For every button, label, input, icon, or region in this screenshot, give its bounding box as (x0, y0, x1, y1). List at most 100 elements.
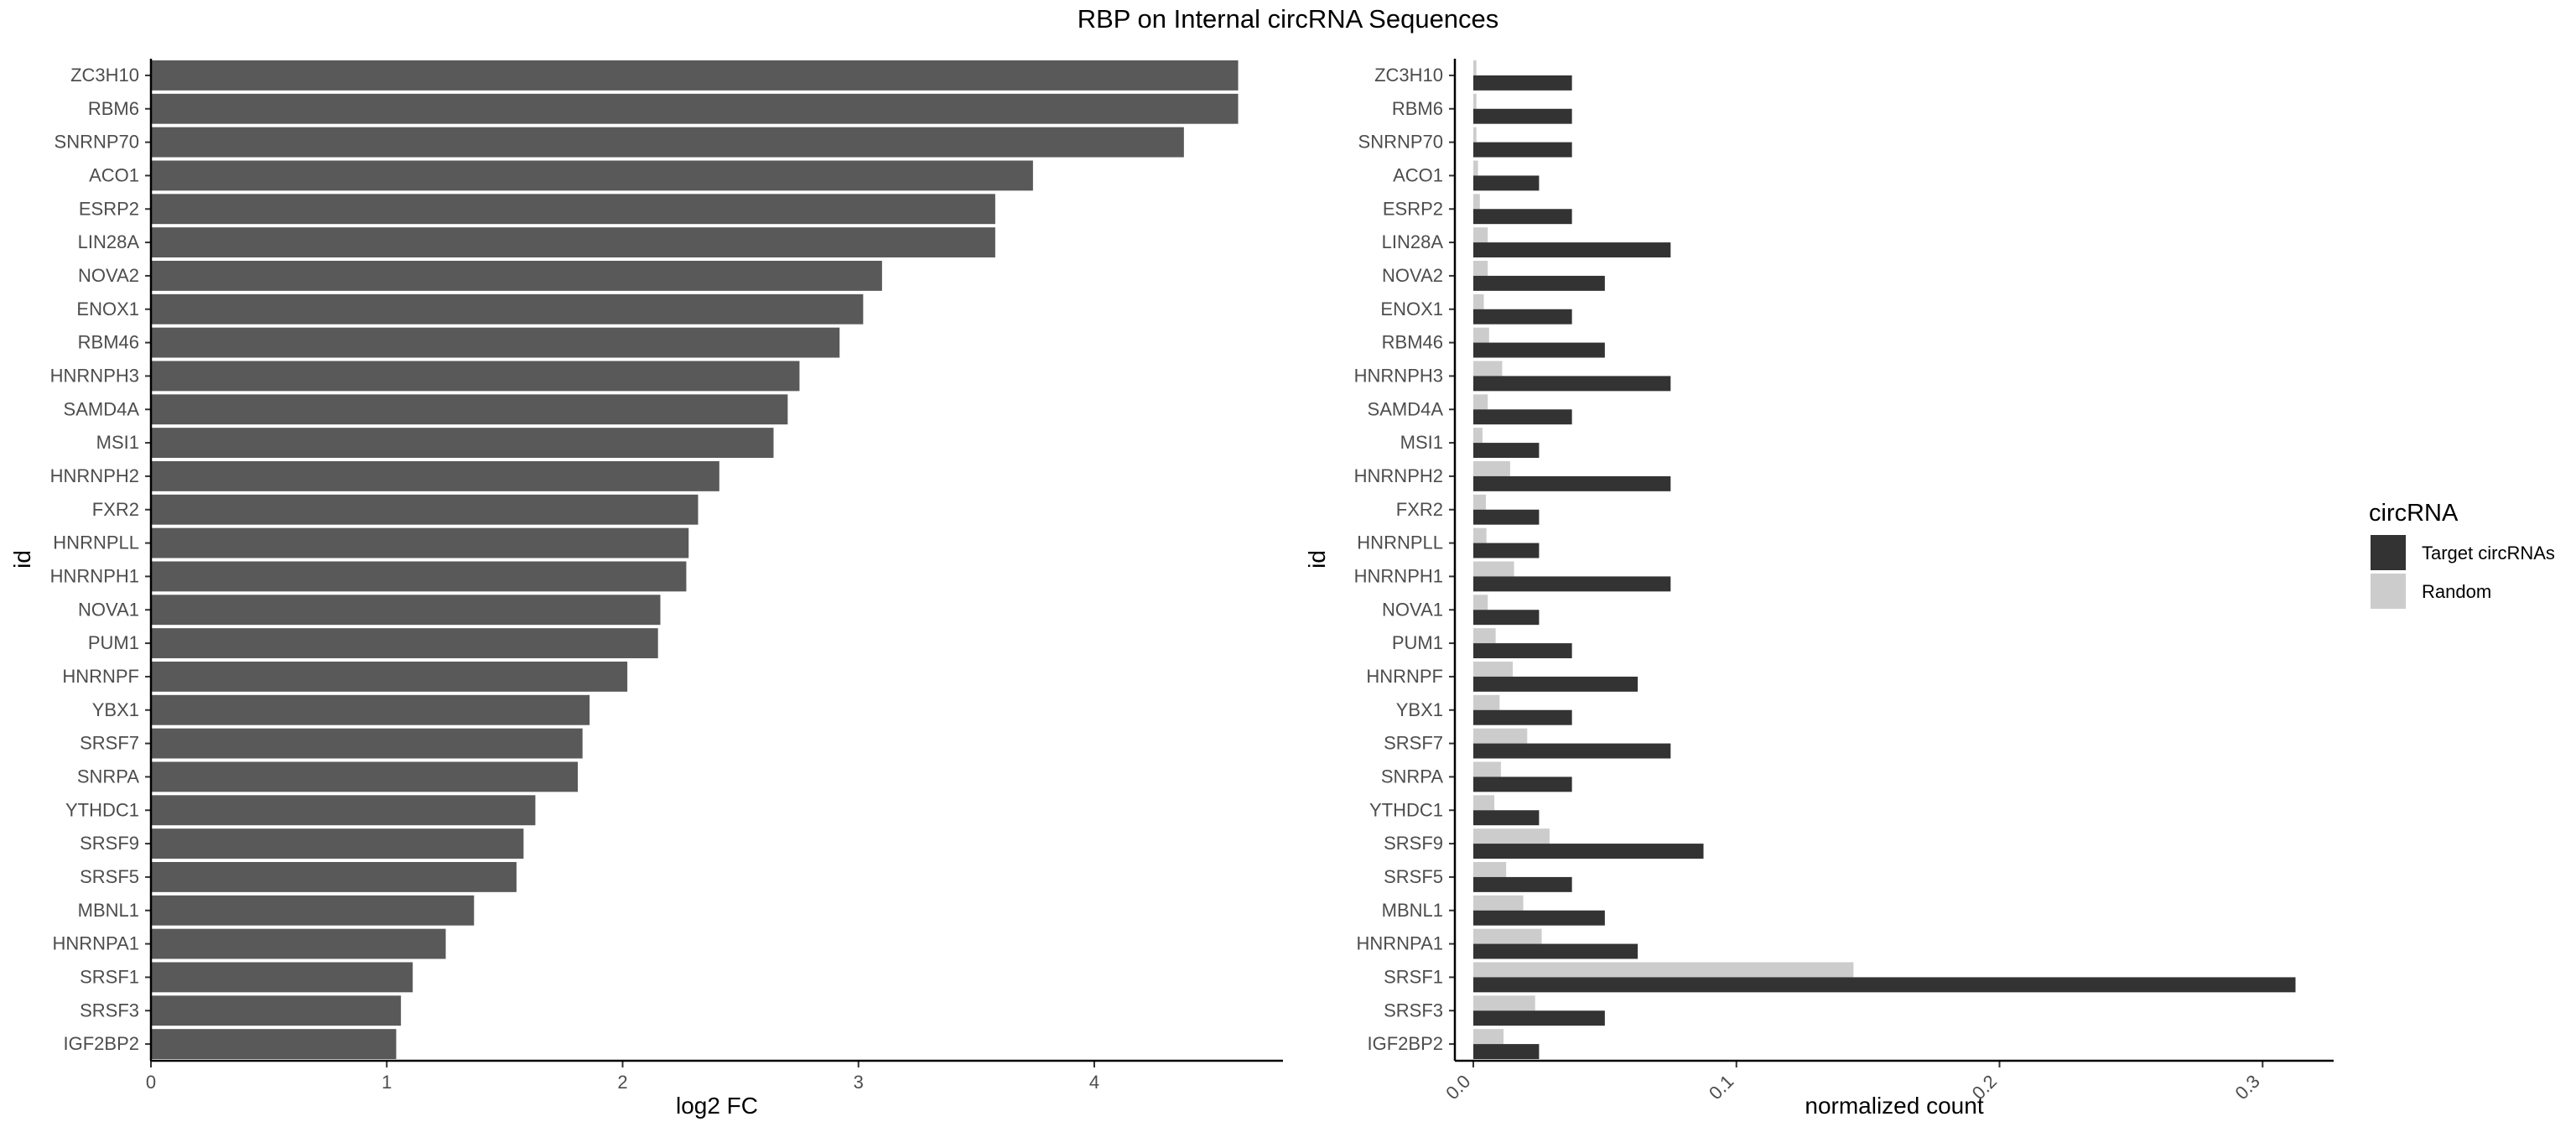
bar-target-circrnas-srsf1 (1472, 977, 2296, 993)
bar-random-hnrnpa1 (1472, 928, 1542, 944)
bar-log2fc-nova1 (151, 595, 661, 626)
y-tick-label-hnrnph2: HNRNPH2 (1354, 465, 1443, 486)
y-tick-label-enox1: ENOX1 (76, 299, 139, 319)
bar-target-circrnas-srsf9 (1472, 844, 1704, 860)
bar-log2fc-hnrnph2 (151, 460, 719, 491)
bar-random-aco1 (1472, 160, 1478, 176)
bar-random-srsf9 (1472, 828, 1550, 844)
bar-target-circrnas-nova2 (1472, 275, 1605, 291)
y-tick-label-hnrnpf: HNRNPF (1366, 666, 1443, 687)
y-tick-label-snrnp70: SNRNP70 (55, 132, 139, 153)
y-tick-label-fxr2: FXR2 (92, 499, 139, 520)
bar-log2fc-srsf5 (151, 861, 517, 892)
bar-log2fc-mbnl1 (151, 895, 475, 926)
bar-random-srsf5 (1472, 861, 1507, 877)
bar-log2fc-snrnp70 (151, 127, 1184, 158)
bar-log2fc-pum1 (151, 628, 658, 659)
y-tick-label-hnrnph2: HNRNPH2 (50, 465, 139, 486)
y-tick-label-samd4a: SAMD4A (1368, 398, 1444, 419)
bar-target-circrnas-rbm46 (1472, 342, 1605, 358)
left-panel-log2fc: ZC3H10 RBM6 SNRNP70 ACO1 ESRP2 LIN28A NOVA2 ENO… (9, 59, 1283, 1119)
right-y-axis-title: id (1304, 550, 1330, 569)
bar-target-circrnas-igf2bp2 (1472, 1044, 1540, 1060)
y-tick-label-lin28a: LIN28A (1382, 231, 1444, 252)
bar-log2fc-srsf1 (151, 962, 413, 993)
x-tick-label-3: 3 (854, 1072, 864, 1093)
left-bars (151, 60, 1239, 1060)
bar-log2fc-srsf3 (151, 995, 402, 1026)
y-tick-label-snrnp70: SNRNP70 (1358, 132, 1443, 153)
y-tick-label-srsf1: SRSF1 (80, 966, 139, 987)
bar-target-circrnas-enox1 (1472, 309, 1572, 325)
bar-target-circrnas-lin28a (1472, 242, 1671, 258)
y-tick-label-ythdc1: YTHDC1 (65, 799, 139, 820)
bar-random-rbm6 (1472, 93, 1477, 109)
y-tick-label-lin28a: LIN28A (78, 231, 140, 252)
bar-random-snrnp70 (1472, 127, 1477, 143)
right-panel-normalized-count: ZC3H10 RBM6 SNRNP70 ACO1 ESRP2 LIN28A NOVA2 ENO… (1304, 59, 2334, 1119)
bar-target-circrnas-nova1 (1472, 610, 1540, 626)
y-tick-label-nova1: NOVA1 (78, 599, 139, 620)
bar-random-hnrnpf (1472, 661, 1514, 677)
y-tick-label-pum1: PUM1 (1392, 632, 1443, 653)
bar-log2fc-hnrnpll (151, 527, 689, 558)
bar-random-srsf1 (1472, 962, 1854, 978)
legend-title: circRNA (2369, 500, 2459, 527)
y-tick-label-igf2bp2: IGF2BP2 (1368, 1033, 1443, 1054)
y-tick-label-rbm46: RBM46 (1382, 332, 1443, 353)
y-tick-label-snrpa: SNRPA (77, 766, 139, 787)
plot-title: RBP on Internal circRNA Sequences (1078, 4, 1499, 34)
y-tick-label-srsf3: SRSF3 (80, 1000, 139, 1021)
y-tick-label-hnrnpf: HNRNPF (62, 666, 139, 687)
legend-swatch-target-circrnas (2371, 535, 2406, 570)
y-tick-label-msi1: MSI1 (96, 432, 139, 453)
bar-log2fc-ythdc1 (151, 795, 536, 826)
y-tick-label-enox1: ENOX1 (1380, 299, 1443, 319)
y-tick-label-srsf7: SRSF7 (80, 733, 139, 754)
y-tick-label-hnrnpll: HNRNPLL (53, 532, 139, 553)
bar-target-circrnas-aco1 (1472, 175, 1540, 191)
bar-random-rbm46 (1472, 327, 1489, 343)
right-y-tick-labels: ZC3H10 RBM6 SNRNP70 ACO1 ESRP2 LIN28A NOVA2 ENO… (1354, 65, 1455, 1054)
bar-target-circrnas-ythdc1 (1472, 810, 1540, 826)
bar-random-hnrnpll (1472, 527, 1487, 543)
legend-label-target-circrnas: Target circRNAs (2422, 543, 2555, 564)
y-tick-label-rbm6: RBM6 (1392, 98, 1443, 119)
x-tick-label-0: 0 (146, 1072, 156, 1093)
y-tick-label-hnrnpll: HNRNPLL (1357, 532, 1443, 553)
bar-log2fc-nova2 (151, 260, 882, 291)
y-tick-label-zc3h10: ZC3H10 (70, 65, 139, 86)
y-tick-label-hnrnph3: HNRNPH3 (1354, 365, 1443, 386)
bar-target-circrnas-zc3h10 (1472, 75, 1572, 91)
bar-random-snrpa (1472, 761, 1501, 777)
bar-log2fc-hnrnpa1 (151, 928, 446, 959)
bar-log2fc-enox1 (151, 293, 864, 325)
y-tick-label-srsf5: SRSF5 (80, 866, 139, 887)
x-tick-label-1: 1 (382, 1072, 392, 1093)
bar-log2fc-srsf7 (151, 728, 583, 759)
bar-random-hnrnph2 (1472, 460, 1510, 476)
bar-target-circrnas-snrpa (1472, 776, 1572, 792)
y-tick-label-srsf1: SRSF1 (1384, 966, 1443, 987)
bar-log2fc-samd4a (151, 394, 788, 425)
bar-log2fc-hnrnph3 (151, 361, 800, 392)
bar-random-zc3h10 (1472, 60, 1477, 75)
y-tick-label-samd4a: SAMD4A (64, 398, 140, 419)
y-tick-label-rbm6: RBM6 (88, 98, 139, 119)
bar-random-mbnl1 (1472, 895, 1524, 911)
y-tick-label-esrp2: ESRP2 (79, 198, 139, 219)
left-y-axis-title: id (9, 550, 35, 569)
bar-random-nova1 (1472, 595, 1488, 610)
bar-random-hnrnph1 (1472, 561, 1514, 577)
left-x-axis-title: log2 FC (676, 1093, 758, 1119)
bar-target-circrnas-srsf5 (1472, 876, 1572, 892)
left-x-ticks: 0 1 2 3 4 (146, 1061, 1099, 1093)
bar-random-ythdc1 (1472, 795, 1495, 811)
y-tick-label-srsf7: SRSF7 (1384, 733, 1443, 754)
bar-log2fc-rbm6 (151, 93, 1239, 124)
y-tick-label-nova1: NOVA1 (1382, 599, 1443, 620)
bar-log2fc-lin28a (151, 227, 995, 258)
y-tick-label-hnrnpa1: HNRNPA1 (52, 933, 139, 954)
y-tick-label-srsf3: SRSF3 (1384, 1000, 1443, 1021)
